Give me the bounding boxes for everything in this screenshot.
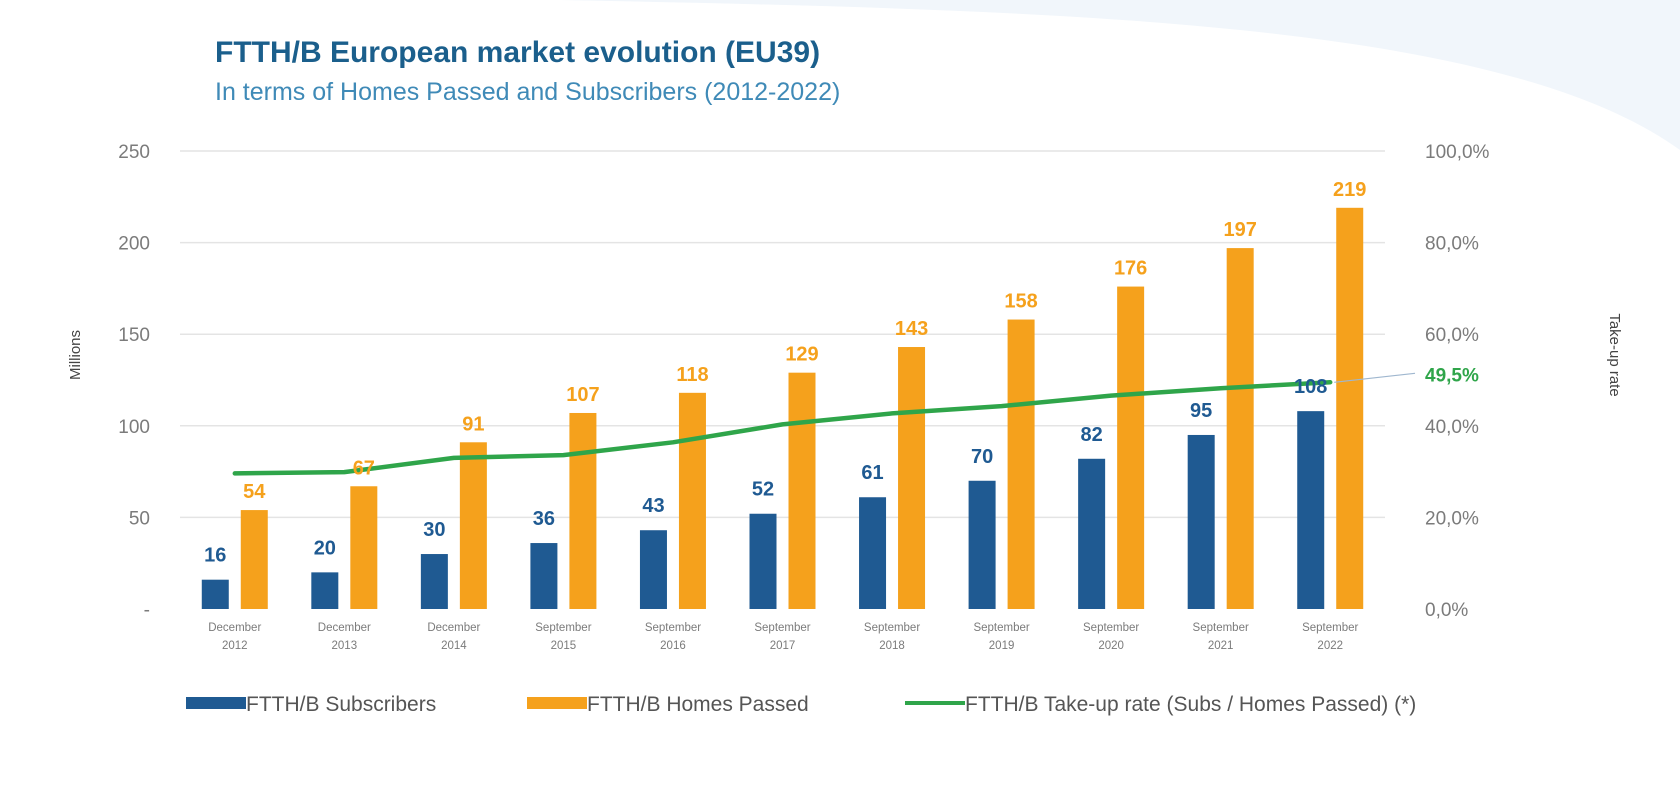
subscribers-bar: [1078, 458, 1106, 609]
homes-passed-value-label: 197: [1223, 219, 1256, 241]
y2-tick-label: 40,0%: [1425, 417, 1479, 438]
homes-passed-bar: [678, 392, 706, 609]
legend-subscribers-label: FTTH/B Subscribers: [246, 693, 436, 716]
subscribers-bar: [311, 572, 339, 609]
subscribers-value-label: 43: [642, 495, 664, 517]
homes-passed-value-label: 158: [1004, 291, 1037, 313]
y-tick-label: 250: [118, 142, 150, 163]
subscribers-value-label: 52: [752, 479, 774, 501]
legend-homes-passed-swatch: [527, 697, 587, 709]
subscribers-bar: [420, 554, 448, 609]
subscribers-bar: [1187, 434, 1215, 609]
legend: FTTH/B Subscribers FTTH/B Homes Passed FTT…: [186, 693, 1416, 716]
x-tick-label: September 2020: [1083, 622, 1139, 652]
homes-passed-bar: [1226, 248, 1254, 609]
homes-passed-bar: [898, 347, 926, 609]
homes-passed-bar: [459, 442, 487, 609]
subscribers-value-label: 108: [1294, 376, 1327, 398]
y2-tick-label: 60,0%: [1425, 325, 1479, 346]
y2-tick-label: 0,0%: [1425, 600, 1468, 621]
subscribers-value-label: 16: [204, 545, 226, 567]
subscribers-bar: [530, 543, 558, 609]
subscribers-bar: [749, 513, 777, 609]
y-tick-label: 200: [118, 234, 150, 255]
x-tick-label: September 2016: [645, 622, 701, 652]
chart-subtitle: In terms of Homes Passed and Subscribers…: [215, 78, 840, 106]
rate-leader-line: [1334, 372, 1416, 383]
subscribers-value-label: 36: [533, 508, 555, 530]
x-tick-label: December 2012: [208, 622, 261, 652]
take-up-rate-callout: 49,5%: [1425, 365, 1479, 386]
y-tick-label: 150: [118, 325, 150, 346]
data-labels: 16 54 20 67 30 91 36 107 43 118 52 129 61 143 70 158 82 1…: [204, 179, 1479, 567]
x-tick-label: September 2021: [1193, 622, 1249, 652]
homes-passed-value-label: 129: [785, 344, 818, 366]
x-tick-label: September 2022: [1302, 622, 1358, 652]
y2-axis-title: Take-up rate: [1606, 313, 1623, 396]
legend-subscribers-swatch: [186, 697, 246, 709]
subscribers-value-label: 30: [423, 519, 445, 541]
x-tick-label: December 2014: [427, 622, 480, 652]
homes-passed-bar: [350, 486, 378, 609]
x-tick-label: September 2019: [973, 622, 1029, 652]
gridlines: [180, 150, 1385, 519]
y2-tick-label: 100,0%: [1425, 142, 1490, 163]
y-tick-label: 50: [129, 508, 150, 529]
subscribers-value-label: 95: [1190, 400, 1212, 422]
y-axis-title: Millions: [67, 330, 84, 380]
subscribers-bar: [968, 480, 996, 609]
x-tick-label: September 2015: [535, 622, 591, 652]
subscribers-value-label: 82: [1081, 424, 1103, 446]
homes-passed-value-label: 91: [462, 413, 484, 435]
legend-homes-passed-label: FTTH/B Homes Passed: [587, 693, 809, 716]
homes-passed-bar: [240, 510, 268, 609]
background-wave: [560, 0, 1680, 150]
legend-take-up-label: FTTH/B Take-up rate (Subs / Homes Passed…: [965, 693, 1416, 716]
subscribers-value-label: 61: [861, 462, 883, 484]
y2-tick-label: 20,0%: [1425, 508, 1479, 529]
homes-passed-value-label: 54: [243, 481, 266, 503]
bars: [201, 207, 1364, 610]
x-tick-label: December 2013: [318, 622, 371, 652]
homes-passed-bar: [1336, 207, 1364, 610]
homes-passed-bar: [1117, 286, 1145, 609]
subscribers-bar: [1297, 411, 1325, 609]
chart-title: FTTH/B European market evolution (EU39): [215, 36, 820, 69]
homes-passed-value-label: 107: [566, 384, 599, 406]
homes-passed-bar: [788, 372, 816, 609]
take-up-line: [232, 372, 1416, 476]
y2-tick-label: 80,0%: [1425, 234, 1479, 255]
x-tick-label: September 2018: [864, 622, 920, 652]
homes-passed-bar: [569, 412, 597, 609]
homes-passed-value-label: 219: [1333, 179, 1366, 201]
subscribers-value-label: 20: [314, 537, 336, 559]
subscribers-bar: [639, 530, 667, 609]
homes-passed-value-label: 67: [353, 457, 375, 479]
homes-passed-bar: [1007, 319, 1035, 609]
subscribers-value-label: 70: [971, 446, 993, 468]
homes-passed-value-label: 143: [895, 318, 928, 340]
y-tick-label: -: [144, 600, 150, 621]
x-tick-label: September 2017: [754, 622, 810, 652]
take-up-rate-line: [232, 380, 1333, 476]
axes: -501001502002500,0%20,0%40,0%60,0%80,0%1…: [118, 142, 1489, 652]
homes-passed-value-label: 118: [676, 364, 708, 386]
homes-passed-value-label: 176: [1114, 258, 1147, 280]
subscribers-bar: [859, 497, 887, 609]
subscribers-bar: [201, 579, 229, 609]
y-tick-label: 100: [118, 417, 150, 438]
